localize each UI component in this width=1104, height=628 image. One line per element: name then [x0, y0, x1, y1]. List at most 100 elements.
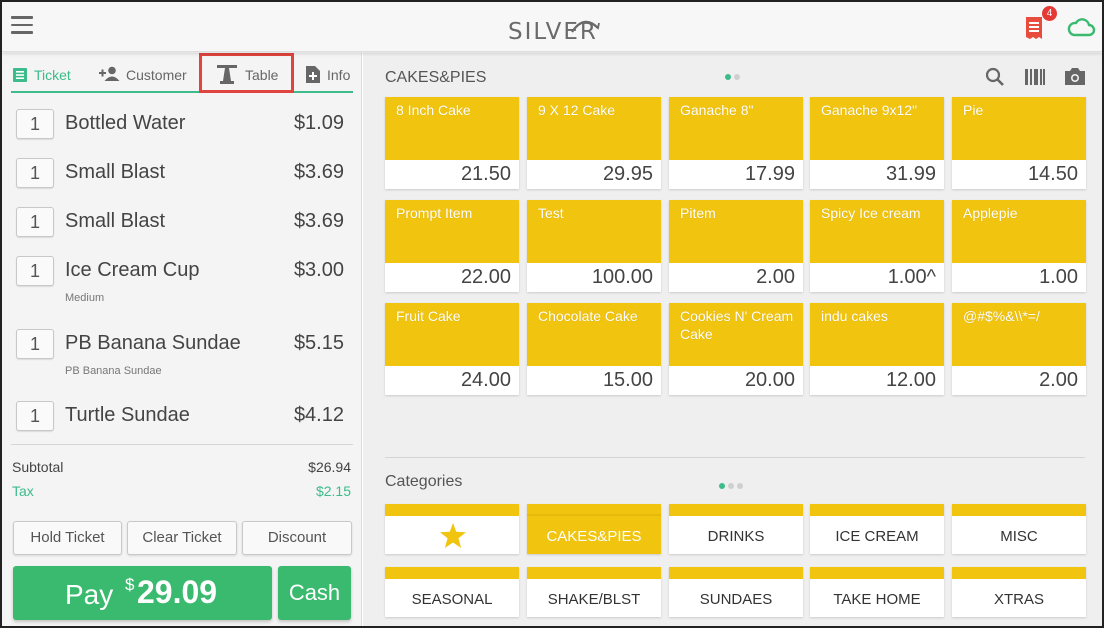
category-name: SHAKE/BLST: [547, 591, 641, 608]
page-dot[interactable]: [728, 483, 734, 489]
tab-customer[interactable]: Customer: [99, 57, 199, 93]
product-tile[interactable]: Cookies N' Cream Cake 20.00: [669, 303, 803, 395]
product-name: Pie: [963, 102, 984, 118]
product-name: @#$%&\\*=/: [963, 308, 1040, 324]
subtotal-label: Subtotal: [12, 459, 64, 475]
category-tile[interactable]: DRINKS: [669, 504, 803, 554]
product-price: 22.00: [460, 266, 511, 288]
tab-info[interactable]: Info: [306, 57, 353, 93]
product-tile[interactable]: Applepie 1.00: [952, 200, 1086, 292]
category-name: CAKES&PIES: [546, 528, 642, 545]
product-price: 2.00: [1039, 369, 1078, 391]
quantity-button[interactable]: 1: [16, 207, 54, 237]
page-dot[interactable]: [719, 483, 725, 489]
category-stripe: [952, 567, 1086, 579]
category-tile[interactable]: XTRAS: [952, 567, 1086, 617]
product-name: Pitem: [680, 205, 716, 221]
category-name: SEASONAL: [411, 591, 493, 608]
clear-ticket-button[interactable]: Clear Ticket: [127, 521, 237, 555]
discount-button[interactable]: Discount: [242, 521, 352, 555]
product-price: 21.50: [460, 163, 511, 185]
product-tile[interactable]: Pie 14.50: [952, 97, 1086, 189]
product-tile[interactable]: Ganache 8" 17.99: [669, 97, 803, 189]
pay-button[interactable]: Pay $ 29.09: [13, 566, 272, 620]
page-dot[interactable]: [725, 74, 731, 80]
product-tile[interactable]: Pitem 2.00: [669, 200, 803, 292]
product-tile[interactable]: Chocolate Cake 15.00: [527, 303, 661, 395]
logo-arc-icon: [571, 20, 600, 33]
product-tile[interactable]: Spicy Ice cream 1.00^: [810, 200, 944, 292]
item-name: Bottled Water: [65, 112, 186, 134]
category-tile[interactable]: SEASONAL: [385, 567, 519, 617]
category-tile[interactable]: SHAKE/BLST: [527, 567, 661, 617]
product-tile-header: indu cakes: [810, 303, 944, 366]
product-tile[interactable]: Prompt Item 22.00: [385, 200, 519, 292]
receipt-icon[interactable]: [1022, 15, 1048, 41]
quantity-button[interactable]: 1: [16, 256, 54, 286]
product-name: Prompt Item: [396, 205, 473, 221]
menu-panel: CAKES&PIES 8 Inch Cake 21.50 9 X 12 Cake: [363, 53, 1102, 626]
category-stripe: [669, 567, 803, 579]
product-tile[interactable]: 8 Inch Cake 21.50: [385, 97, 519, 189]
quantity-button[interactable]: 1: [16, 329, 54, 359]
product-price: 1.00: [1039, 266, 1078, 288]
product-tile-header: 8 Inch Cake: [385, 97, 519, 160]
product-price: 14.50: [1027, 163, 1078, 185]
categories-page-dots[interactable]: [719, 476, 746, 494]
item-price: $3.00: [293, 259, 344, 281]
category-name: MISC: [1000, 528, 1038, 545]
categories-divider: [385, 457, 1085, 458]
product-tile[interactable]: indu cakes 12.00: [810, 303, 944, 395]
product-tile-header: Spicy Ice cream: [810, 200, 944, 263]
category-tile[interactable]: TAKE HOME: [810, 567, 944, 617]
product-tile-header: Applepie: [952, 200, 1086, 263]
tab-table[interactable]: Table: [216, 57, 296, 93]
item-price: $3.69: [293, 210, 344, 232]
product-tile-header: 9 X 12 Cake: [527, 97, 661, 160]
barcode-icon[interactable]: [1025, 69, 1045, 85]
tab-ticket[interactable]: Ticket: [11, 57, 81, 93]
category-stripe: [527, 504, 661, 516]
product-tile[interactable]: 9 X 12 Cake 29.95: [527, 97, 661, 189]
product-name: Applepie: [963, 205, 1018, 221]
products-page-dots[interactable]: [725, 67, 743, 85]
products-section-title: CAKES&PIES: [385, 69, 487, 86]
categories-section-title: Categories: [385, 473, 463, 490]
product-price: 24.00: [460, 369, 511, 391]
cash-button[interactable]: Cash: [278, 566, 351, 620]
category-tile[interactable]: ICE CREAM: [810, 504, 944, 554]
quantity-button[interactable]: 1: [16, 109, 54, 139]
item-price: $1.09: [293, 112, 344, 134]
product-tile-header: Test: [527, 200, 661, 263]
category-tile[interactable]: MISC: [952, 504, 1086, 554]
page-dot[interactable]: [737, 483, 743, 489]
cloud-icon[interactable]: [1066, 16, 1096, 38]
top-bar: SILVER 4: [2, 2, 1102, 52]
product-name: Test: [538, 205, 564, 221]
category-tile[interactable]: SUNDAES: [669, 567, 803, 617]
item-modifier: Medium: [65, 292, 105, 304]
product-tile-header: Cookies N' Cream Cake: [669, 303, 803, 366]
product-name: 9 X 12 Cake: [538, 102, 616, 118]
product-tile[interactable]: Ganache 9x12" 31.99: [810, 97, 944, 189]
product-tile[interactable]: Test 100.00: [527, 200, 661, 292]
hold-ticket-button[interactable]: Hold Ticket: [13, 521, 122, 555]
quantity-button[interactable]: 1: [16, 401, 54, 431]
category-favorites[interactable]: [385, 504, 519, 554]
category-stripe: [952, 504, 1086, 516]
category-tile[interactable]: CAKES&PIES: [527, 504, 661, 554]
search-icon[interactable]: [985, 67, 1005, 87]
category-name: DRINKS: [707, 528, 765, 545]
add-doc-icon: [306, 66, 320, 83]
product-tile-header: Ganache 9x12": [810, 97, 944, 160]
product-tile[interactable]: @#$%&\\*=/ 2.00: [952, 303, 1086, 395]
product-tile[interactable]: Fruit Cake 24.00: [385, 303, 519, 395]
table-icon: [217, 65, 237, 84]
category-stripe: [669, 504, 803, 516]
hamburger-menu-icon[interactable]: [11, 16, 33, 34]
page-dot[interactable]: [734, 74, 740, 80]
ticket-items-list: 1 Bottled Water $1.09 1 Small Blast $3.6…: [11, 103, 353, 443]
quantity-button[interactable]: 1: [16, 158, 54, 188]
camera-icon[interactable]: [1065, 67, 1085, 85]
add-person-icon: [99, 66, 120, 81]
